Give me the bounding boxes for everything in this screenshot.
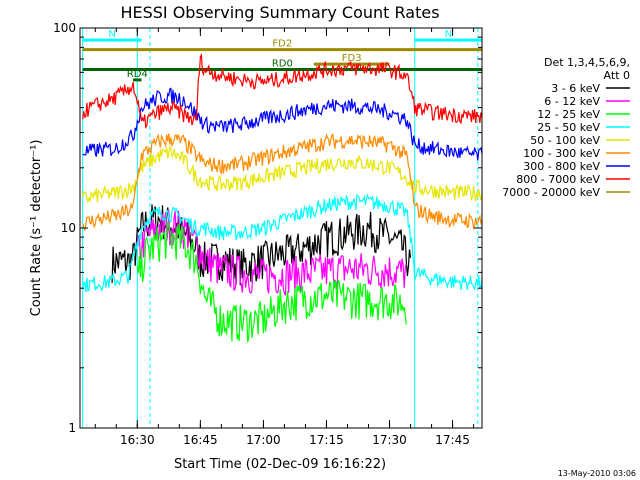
series-line-4: [82, 145, 483, 204]
x-tick-label: 16:30: [120, 433, 155, 447]
legend-entry-label: 300 - 800 keV: [523, 160, 600, 173]
y-axis-ticks: 1 10 100: [53, 21, 482, 435]
footer-timestamp: 13-May-2010 03:06: [558, 469, 636, 478]
legend-entry-label: 6 - 12 keV: [544, 95, 600, 108]
legend-entry-label: 3 - 6 keV: [551, 82, 600, 95]
legend-entry-label: 25 - 50 keV: [537, 121, 600, 134]
series-line-3: [82, 193, 483, 293]
series-line-6: [82, 87, 483, 161]
legend-entry-label: 800 - 7000 keV: [516, 173, 600, 186]
y-tick-label: 100: [53, 21, 76, 35]
x-axis-label: Start Time (02-Dec-09 16:16:22): [174, 457, 386, 472]
x-tick-label: 17:30: [372, 433, 407, 447]
state-bar-label: N: [108, 29, 115, 40]
state-bars: N N FD2 FD3 RD0 RD4: [82, 29, 482, 82]
legend-title: Det 1,3,4,5,6,9, Att 0: [544, 56, 630, 82]
series-line-1: [136, 209, 407, 296]
legend-title-line-2: Att 0: [604, 69, 630, 82]
x-tick-label: 17:15: [309, 433, 344, 447]
legend-entry-label: 7000 - 20000 keV: [502, 186, 600, 199]
state-bar-label: N: [445, 29, 452, 40]
legend-entry-label: 12 - 25 keV: [537, 108, 600, 121]
x-tick-label: 16:45: [183, 433, 218, 447]
state-bar-label: FD3: [342, 53, 362, 64]
x-tick-label: 17:45: [435, 433, 470, 447]
state-bar-label: RD0: [272, 59, 293, 70]
series-lines: [82, 48, 483, 343]
legend-title-line-1: Det 1,3,4,5,6,9,: [544, 56, 630, 69]
legend-entry-label: 50 - 100 keV: [530, 134, 600, 147]
y-axis-label: Count Rate (s⁻¹ detector⁻¹): [29, 140, 44, 317]
y-tick-label: 1: [68, 421, 76, 435]
state-bar-label: FD2: [272, 39, 292, 50]
series-line-7: [82, 52, 483, 130]
y-tick-label: 10: [61, 221, 76, 235]
series-line-5: [82, 132, 483, 231]
state-bar-label: RD4: [127, 69, 148, 80]
legend-entry-label: 100 - 300 keV: [523, 147, 600, 160]
chart-title: HESSI Observing Summary Count Rates: [120, 3, 439, 22]
x-tick-label: 17:00: [246, 433, 281, 447]
series-line-2: [136, 221, 407, 343]
x-axis-ticks: 16:30 16:45 17:00 17:15 17:30 17:45: [94, 28, 475, 447]
series-line-0: [111, 204, 412, 286]
